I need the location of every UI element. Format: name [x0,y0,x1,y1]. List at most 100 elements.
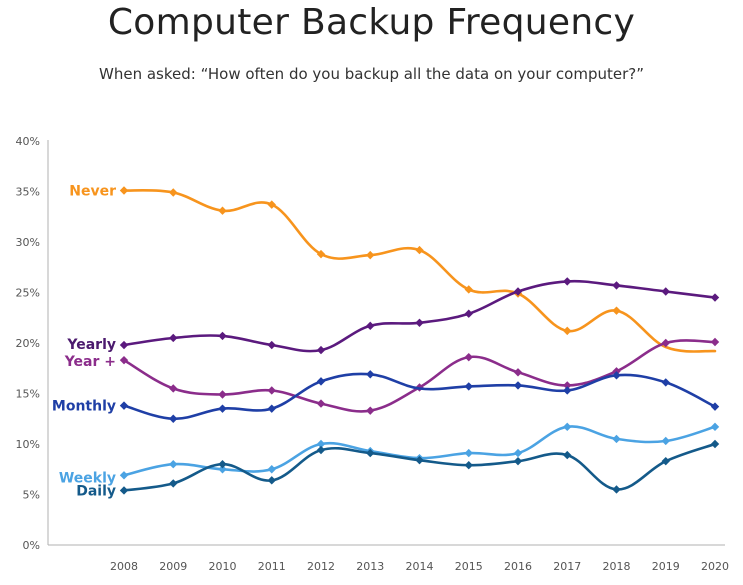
data-point-never [119,186,129,195]
data-point-year [366,406,375,415]
data-point-never [612,306,621,315]
series-line-never [122,188,717,353]
y-tick-label: 25% [16,287,40,300]
data-point-yearly [169,333,178,343]
data-point-weekly [218,465,227,474]
data-point-never [563,326,572,336]
data-point-never [415,245,424,255]
data-point-daily [563,450,572,460]
data-point-year [563,381,572,390]
series-monthly [119,370,720,423]
data-point-monthly [119,401,129,410]
data-point-never [316,249,326,259]
series-weekly [119,422,720,480]
data-point-weekly [464,448,473,458]
data-point-year [169,384,178,393]
data-point-monthly [169,414,178,423]
data-point-weekly [267,465,276,474]
x-tick-label: 2008 [110,560,138,573]
data-point-year [513,368,523,377]
data-point-yearly [267,340,276,350]
data-point-yearly [366,321,375,331]
data-point-weekly [513,448,523,458]
y-tick-label: 20% [16,337,40,350]
data-point-daily [710,439,720,449]
data-point-yearly [218,331,227,341]
data-point-monthly [218,404,227,413]
data-point-monthly [464,382,473,391]
data-point-monthly [267,404,276,413]
data-point-daily [267,476,276,485]
series-label-monthly: Monthly [52,399,116,415]
data-point-yearly [415,318,424,327]
data-point-never [218,206,227,215]
data-point-weekly [119,471,129,480]
x-tick-label: 2009 [159,560,187,573]
x-tick-label: 2015 [455,560,483,573]
x-tick-label: 2012 [307,560,335,573]
x-tick-label: 2018 [603,560,631,573]
data-point-yearly [661,287,670,296]
data-point-yearly [464,309,473,318]
x-tick-label: 2020 [701,560,729,573]
x-tick-label: 2016 [504,560,532,573]
data-point-year [661,338,670,348]
x-tick-label: 2014 [406,560,434,573]
data-point-daily [415,455,424,465]
series-line-monthly [122,372,717,421]
x-tick-labels: 2008 2009 2010 2011 2012 2013 2014 2015 2016 2017… [110,560,729,573]
y-tick-label: 15% [16,388,40,401]
data-point-daily [169,479,178,488]
data-point-yearly [513,287,523,296]
series-label-yearly: Yearly [66,337,116,353]
series-line-weekly [122,425,717,477]
data-point-never [366,250,375,260]
data-point-weekly [612,434,621,444]
data-point-daily [513,456,523,466]
y-tick-label: 5% [23,489,40,502]
data-point-weekly [710,422,720,432]
data-point-weekly [316,439,326,449]
data-point-year [316,399,326,408]
chart-subtitle: When asked: “How often do you backup all… [99,65,644,83]
y-tick-labels: 0% 5% 10% 15% 20% 25% 30% 35% 40% [16,135,40,552]
series-label-year: Year + [64,354,116,370]
data-point-monthly [563,386,572,395]
data-point-daily [316,445,326,455]
y-tick-label: 0% [23,539,40,552]
x-tick-label: 2017 [553,560,581,573]
x-tick-label: 2011 [258,560,286,573]
y-tick-label: 35% [16,186,40,199]
chart-title: Computer Backup Frequency [107,2,636,43]
data-point-daily [612,485,621,494]
data-point-daily [464,461,473,470]
data-point-never [169,188,178,197]
y-tick-label: 40% [16,135,40,148]
data-point-daily [366,448,375,458]
y-tick-label: 30% [16,236,40,249]
series-lines [119,186,720,495]
x-tick-label: 2013 [356,560,384,573]
data-point-weekly [661,436,670,446]
x-tick-label: 2010 [209,560,237,573]
data-point-monthly [366,370,375,379]
data-point-monthly [710,402,720,411]
data-point-yearly [563,277,572,286]
x-tick-label: 2019 [652,560,680,573]
series-label-never: Never [69,183,116,199]
data-point-yearly [119,340,129,350]
data-point-yearly [316,345,326,355]
data-point-daily [661,456,670,466]
data-point-yearly [710,293,720,302]
data-point-year [464,352,473,362]
data-point-weekly [563,422,572,432]
data-point-monthly [316,377,326,386]
data-point-never [464,285,473,294]
data-point-weekly [169,460,178,469]
series-daily [119,439,720,495]
data-point-monthly [612,371,621,380]
data-point-year [710,337,720,347]
data-point-daily [119,486,129,495]
